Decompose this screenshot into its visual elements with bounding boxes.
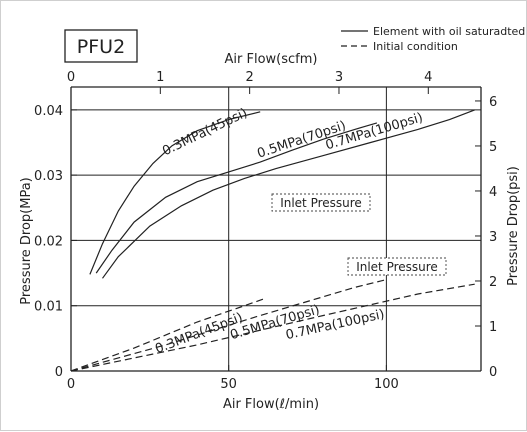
model-label: PFU2: [77, 36, 125, 58]
inlet-pressure-label-lower: Inlet Pressure: [356, 260, 438, 274]
top-tick-label-0: 0: [67, 70, 75, 85]
series-line-5: [70, 283, 475, 372]
model-label-box: [64, 29, 138, 63]
right-tick-label-3: 3: [489, 230, 497, 245]
top-tick-label-4: 4: [424, 70, 432, 85]
left-tick-label-4: 0.04: [34, 104, 63, 119]
bottom-axis-title: Air Flow(ℓ/min): [223, 397, 319, 412]
bottom-tick-label-1: 50: [220, 377, 237, 392]
series-line-3: [70, 297, 267, 372]
right-tick-label-0: 0: [489, 365, 497, 380]
series-line-1: [95, 122, 378, 274]
legend-label-dashed: Initial condition: [373, 40, 458, 53]
top-tick-label-2: 2: [246, 70, 254, 85]
top-tick-label-3: 3: [335, 70, 343, 85]
bottom-tick-label-0: 0: [67, 377, 75, 392]
series-line-0: [89, 111, 261, 275]
left-tick-label-1: 0.01: [34, 300, 63, 315]
left-tick-label-3: 0.03: [34, 169, 63, 184]
inlet-pressure-label-upper: Inlet Pressure: [280, 196, 362, 210]
right-tick-label-4: 4: [489, 185, 497, 200]
inlet-pressure-box-lower: [347, 257, 447, 276]
curve-label-0: 0.3MPa(45psi): [160, 106, 250, 160]
left-axis-title: Pressure Drop(MPa): [19, 177, 34, 305]
bottom-tick-label-2: 100: [374, 377, 399, 392]
legend-label-solid: Element with oil saturadted: [373, 25, 525, 38]
right-tick-label-1: 1: [489, 320, 497, 335]
top-axis-title: Air Flow(scfm): [225, 52, 318, 67]
right-tick-label-2: 2: [489, 275, 497, 290]
right-tick-label-5: 5: [489, 140, 497, 155]
right-axis-title: Pressure Drop(psi): [506, 166, 521, 286]
left-tick-label-2: 0.02: [34, 234, 63, 249]
right-tick-label-6: 6: [489, 95, 497, 110]
inlet-pressure-box-upper: [271, 193, 371, 212]
left-tick-label-0: 0: [55, 365, 63, 380]
top-tick-label-1: 1: [156, 70, 164, 85]
series-line-2: [102, 109, 475, 279]
